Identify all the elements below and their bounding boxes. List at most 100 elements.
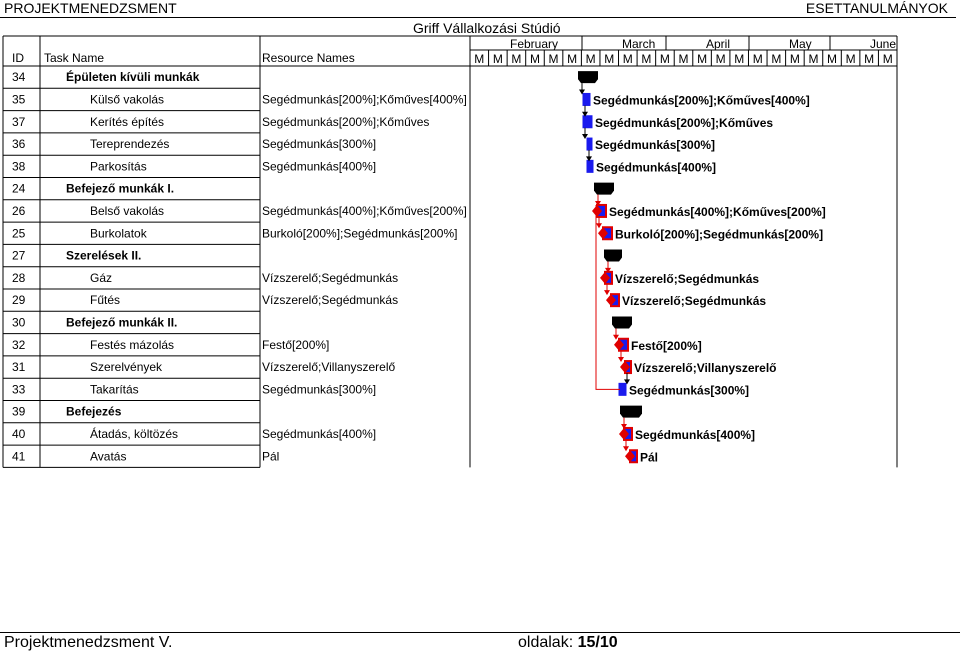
month-label-april: April — [706, 37, 730, 51]
week-label: M — [790, 52, 800, 66]
critical-marker — [614, 338, 624, 351]
task-id: 24 — [12, 182, 26, 196]
month-label-march: March — [622, 37, 655, 51]
task-name: Takarítás — [90, 382, 139, 396]
week-label: M — [808, 52, 818, 66]
header-divider — [0, 17, 956, 18]
task-id: 25 — [12, 226, 26, 240]
bar-label: Segédmunkás[200%];Kőműves — [595, 116, 773, 130]
dependency-arrow — [605, 267, 611, 273]
week-label: M — [753, 52, 763, 66]
dependency-arrow — [613, 334, 619, 340]
week-label: M — [716, 52, 726, 66]
summary-bar — [604, 249, 622, 262]
bar-label: Festő[200%] — [631, 339, 702, 353]
task-id: 26 — [12, 204, 26, 218]
week-label: M — [864, 52, 874, 66]
task-id: 30 — [12, 315, 26, 329]
bar-label: Segédmunkás[300%] — [629, 383, 749, 397]
task-name: Átadás, költözés — [90, 426, 178, 441]
task-resources: Pál — [262, 449, 279, 463]
task-id: 32 — [12, 338, 26, 352]
task-resources: Segédmunkás[200%];Kőműves[400%] — [262, 92, 467, 106]
week-label: M — [846, 52, 856, 66]
summary-bar — [612, 316, 632, 329]
task-resources: Vízszerelő;Villanyszerelő — [262, 360, 395, 374]
task-name: Avatás — [90, 449, 126, 463]
page-number: 15/10 — [577, 634, 618, 651]
bar-label: Segédmunkás[400%] — [635, 428, 755, 442]
task-name: Szerelvények — [90, 360, 163, 374]
dependency-arrow — [621, 423, 627, 429]
task-id: 38 — [12, 159, 26, 173]
task-bar — [586, 137, 593, 151]
task-resources: Festő[200%] — [262, 338, 329, 352]
bar-label: Segédmunkás[200%];Kőműves[400%] — [593, 93, 810, 107]
project-title: Griff Vállalkozási Stúdió — [413, 20, 561, 36]
week-label: M — [641, 52, 651, 66]
week-label: M — [883, 52, 893, 66]
week-label: M — [586, 52, 596, 66]
bar-label: Burkoló[200%];Segédmunkás[200%] — [615, 227, 823, 241]
footer-divider — [0, 632, 960, 633]
week-label: M — [679, 52, 689, 66]
page-label: oldalak: — [518, 634, 574, 651]
critical-path-connector — [595, 205, 620, 390]
task-resources: Segédmunkás[300%] — [262, 382, 376, 396]
footer-page: oldalak: 15/10 — [518, 634, 618, 652]
column-header-id: ID — [12, 51, 24, 65]
dependency-arrow — [623, 446, 629, 452]
task-name: Befejező munkák II. — [66, 315, 177, 329]
task-id: 41 — [12, 449, 26, 463]
week-label: M — [660, 52, 670, 66]
task-name: Gáz — [90, 271, 112, 285]
week-label: M — [474, 52, 484, 66]
week-label: M — [734, 52, 744, 66]
bar-label: Segédmunkás[300%] — [595, 138, 715, 152]
critical-marker — [592, 204, 602, 217]
critical-marker — [620, 361, 630, 374]
month-label-february: February — [510, 37, 558, 51]
task-resources: Burkoló[200%];Segédmunkás[200%] — [262, 226, 457, 240]
task-name: Parkosítás — [90, 159, 147, 173]
task-name: Épületen kívüli munkák — [66, 69, 200, 84]
task-resources: Segédmunkás[400%] — [262, 159, 376, 173]
week-label: M — [530, 52, 540, 66]
task-name: Fűtés — [90, 293, 120, 307]
task-name: Tereprendezés — [90, 137, 169, 151]
dependency-arrow — [596, 223, 602, 229]
week-label: M — [549, 52, 559, 66]
task-id: 35 — [12, 92, 26, 106]
month-label-may: May — [789, 37, 812, 51]
task-name: Kerítés építés — [90, 115, 164, 129]
week-label: M — [827, 52, 837, 66]
task-id: 28 — [12, 271, 26, 285]
task-bar — [586, 159, 594, 173]
dependency-arrow — [604, 290, 610, 296]
task-id: 36 — [12, 137, 26, 151]
week-label: M — [771, 52, 781, 66]
task-id: 33 — [12, 382, 26, 396]
week-label: M — [567, 52, 577, 66]
critical-marker — [619, 427, 629, 440]
critical-marker — [600, 271, 610, 284]
document-header-right: ESETTANULMÁNYOK — [805, 0, 948, 16]
week-label: M — [511, 52, 521, 66]
critical-marker — [625, 450, 635, 463]
task-bar — [618, 382, 627, 396]
document-header-left: PROJEKTMENEDZSMENT — [4, 0, 177, 16]
task-id: 27 — [12, 249, 26, 263]
task-resources: Segédmunkás[200%];Kőműves — [262, 115, 429, 129]
dependency-arrow — [618, 357, 624, 363]
task-bar — [582, 115, 593, 129]
dependency-arrow — [586, 156, 592, 162]
bar-label: Pál — [640, 450, 658, 464]
bar-label: Segédmunkás[400%];Kőműves[200%] — [609, 205, 826, 219]
task-id: 37 — [12, 115, 26, 129]
dependency-arrow — [595, 200, 601, 206]
task-resources: Segédmunkás[400%];Kőműves[200%] — [262, 204, 467, 218]
task-name: Külső vakolás — [90, 92, 164, 106]
task-name: Belső vakolás — [90, 204, 164, 218]
dependency-arrow — [579, 89, 585, 95]
